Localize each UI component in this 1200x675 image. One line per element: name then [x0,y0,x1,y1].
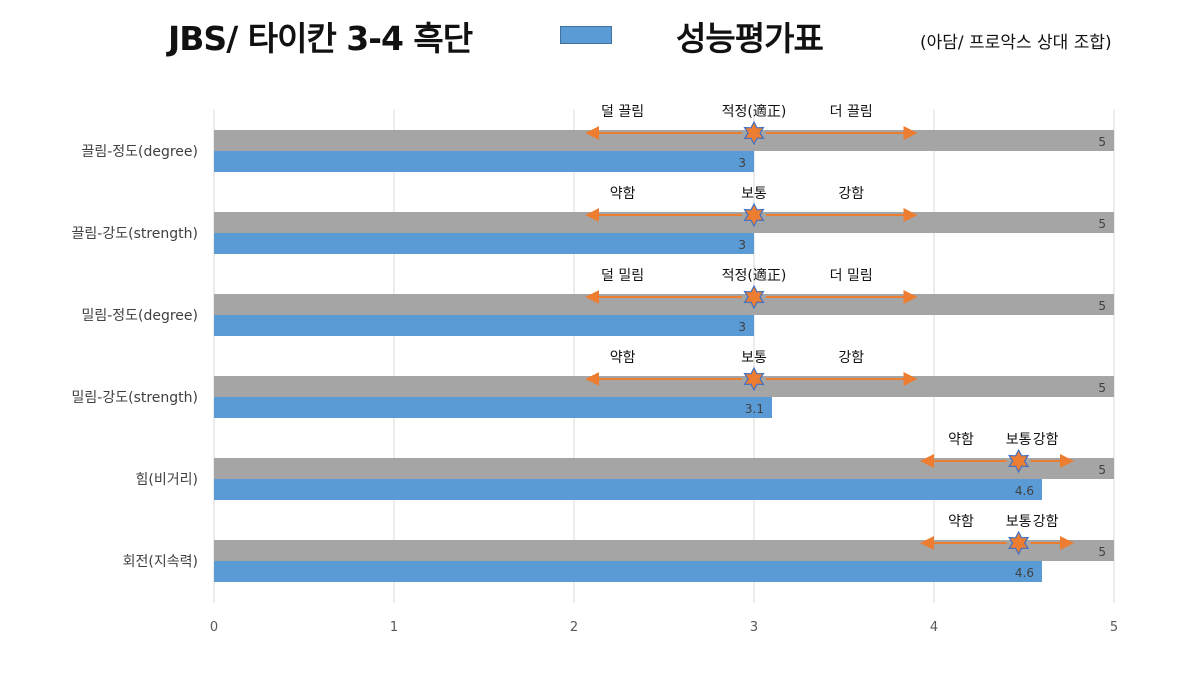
annotation-mid-label: 적정(適正) [722,103,787,120]
x-tick-label: 0 [210,620,218,635]
bar-primary [214,315,754,336]
annotation-left-label: 약함 [948,514,974,530]
category-label: 힘(비거리) [136,472,198,488]
annotation-mid-label: 보통 [741,350,767,366]
legend-swatch [560,26,612,44]
bar-secondary [214,212,1114,233]
annotation-mid-label: 적정(適正) [722,267,787,284]
star-marker [1007,530,1030,556]
bar-secondary [214,376,1114,397]
annotation-left-label: 약함 [948,432,974,448]
bar-secondary [214,130,1114,151]
annotation-left-label: 약함 [610,186,636,202]
bar-primary [214,233,754,254]
star-marker [743,202,765,228]
bar-secondary-label: 5 [1098,135,1106,149]
annotation-right-label: 강함 [838,350,864,366]
bar-secondary-label: 5 [1098,545,1106,559]
annotation-mid-label: 보통 [1006,514,1032,530]
star-marker [743,120,765,146]
annotation-right-label: 더 끌림 [830,104,873,120]
chart-subtitle: (아담/ 프로악스 상대 조합) [920,33,1112,53]
bar-primary-label: 3 [738,156,746,170]
annotation-left-label: 약함 [610,350,636,366]
bar-secondary-label: 5 [1098,299,1106,313]
bar-primary [214,479,1042,500]
category-label: 밀림-정도(degree) [81,308,198,324]
star-marker [1007,448,1030,474]
bar-secondary-label: 5 [1098,217,1106,231]
legend-label: 성능평가표 [676,19,824,58]
star-marker [743,284,765,310]
bar-primary [214,151,754,172]
x-tick-label: 5 [1110,620,1118,635]
bar-secondary [214,540,1114,561]
bar-primary-label: 4.6 [1015,566,1034,580]
bar-primary-label: 3 [738,238,746,252]
x-tick-label: 1 [390,620,398,635]
bar-secondary [214,294,1114,315]
bar-secondary-label: 5 [1098,381,1106,395]
bar-primary-label: 3 [738,320,746,334]
annotation-right-label: 더 밀림 [830,268,873,284]
bar-primary-label: 3.1 [745,402,764,416]
category-label: 끌림-강도(strength) [72,226,198,242]
x-tick-label: 2 [570,620,578,635]
annotation-right-label: 강함 [1033,432,1059,448]
bar-primary [214,397,772,418]
annotation-mid-label: 보통 [741,186,767,202]
category-label: 회전(지속력) [123,554,198,570]
annotation-left-label: 덜 끌림 [601,104,644,120]
annotation-left-label: 덜 밀림 [601,268,644,284]
bar-secondary [214,458,1114,479]
category-label: 끌림-정도(degree) [81,144,198,160]
annotation-right-label: 강함 [838,186,864,202]
annotation-mid-label: 보통 [1006,432,1032,448]
bar-primary [214,561,1042,582]
category-label: 밀림-강도(strength) [72,390,198,406]
x-tick-label: 4 [930,620,938,635]
star-marker [743,366,765,392]
x-tick-label: 3 [750,620,758,635]
annotation-right-label: 강함 [1033,514,1059,530]
chart-title: JBS/ 타이칸 3-4 흑단 [168,19,473,58]
bar-secondary-label: 5 [1098,463,1106,477]
bar-primary-label: 4.6 [1015,484,1034,498]
